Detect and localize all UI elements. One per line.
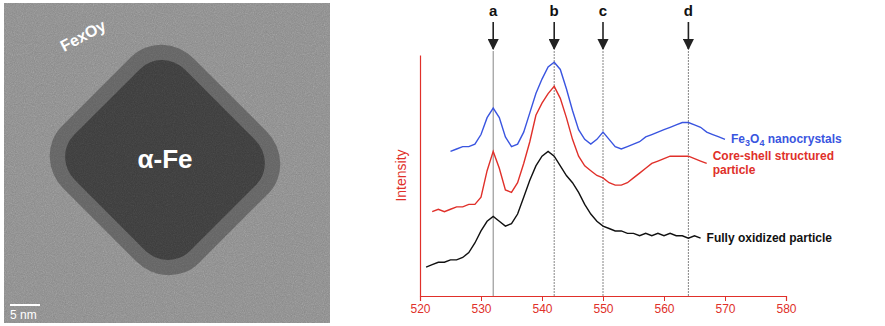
- x-axis: 520 530 540 550 560 570 580: [410, 296, 796, 316]
- spectrum-line: [451, 62, 726, 151]
- x-tick-label: 570: [715, 302, 735, 316]
- scale-bar: [10, 304, 40, 306]
- x-tick: 530: [471, 296, 491, 316]
- arrow: [688, 22, 690, 49]
- x-tick: 520: [410, 296, 430, 316]
- x-tick-mark: [786, 296, 787, 301]
- annotation-label: b: [550, 2, 559, 19]
- x-axis-line: [421, 297, 787, 302]
- arrow: [553, 22, 555, 49]
- x-tick-label: 540: [532, 302, 552, 316]
- figure: FexOy α-Fe 5 nm a b c d 520 530 540 550 560 570 580 In…: [0, 0, 885, 326]
- guide-line: [493, 51, 494, 296]
- scale-label: 5 nm: [10, 308, 37, 322]
- y-axis-line: [420, 56, 421, 297]
- y-axis: [420, 56, 421, 297]
- y-axis-title: Intensity: [393, 149, 409, 201]
- annotation-label: d: [684, 2, 693, 19]
- x-tick-label: 530: [471, 302, 491, 316]
- micrograph: FexOy α-Fe 5 nm: [4, 3, 330, 323]
- guide-line: [688, 51, 689, 296]
- arrow: [492, 22, 494, 49]
- x-tick: 580: [776, 296, 796, 316]
- x-tick-mark: [420, 296, 421, 301]
- plot-lines: [426, 62, 725, 267]
- x-tick-label: 560: [654, 302, 674, 316]
- shell-label: FexOy: [57, 17, 108, 55]
- annotation-label: a: [489, 2, 498, 19]
- image-ground: [4, 3, 330, 323]
- series-labels: Fe3O4 nanocrystalsCore-shell structuredp…: [707, 132, 842, 245]
- x-tick: 570: [715, 296, 735, 316]
- x-tick-label: 580: [776, 302, 796, 316]
- x-tick-mark: [603, 296, 604, 301]
- x-tick-mark: [664, 296, 665, 301]
- arrow: [602, 22, 604, 49]
- x-tick: 550: [593, 296, 613, 316]
- image-texture: [4, 3, 330, 323]
- x-tick-label: 550: [593, 302, 613, 316]
- x-tick: 560: [654, 296, 674, 316]
- x-tick-mark: [725, 296, 726, 301]
- guide-line: [603, 51, 604, 296]
- series-label: Core-shell structuredparticle: [713, 149, 834, 177]
- x-tick-mark: [481, 296, 482, 301]
- image-texture: [4, 3, 330, 323]
- spectrum-line: [426, 151, 700, 267]
- annotations: a b c d: [489, 2, 693, 296]
- annotation-label: c: [599, 2, 607, 19]
- x-tick: 540: [532, 296, 552, 316]
- core-label: α-Fe: [138, 144, 193, 174]
- series-label: Fe3O4 nanocrystals: [731, 132, 842, 148]
- x-tick-mark: [542, 296, 543, 301]
- x-tick-label: 520: [410, 302, 430, 316]
- series-label: Fully oxidized particle: [707, 231, 833, 245]
- spectrum-line: [432, 86, 707, 211]
